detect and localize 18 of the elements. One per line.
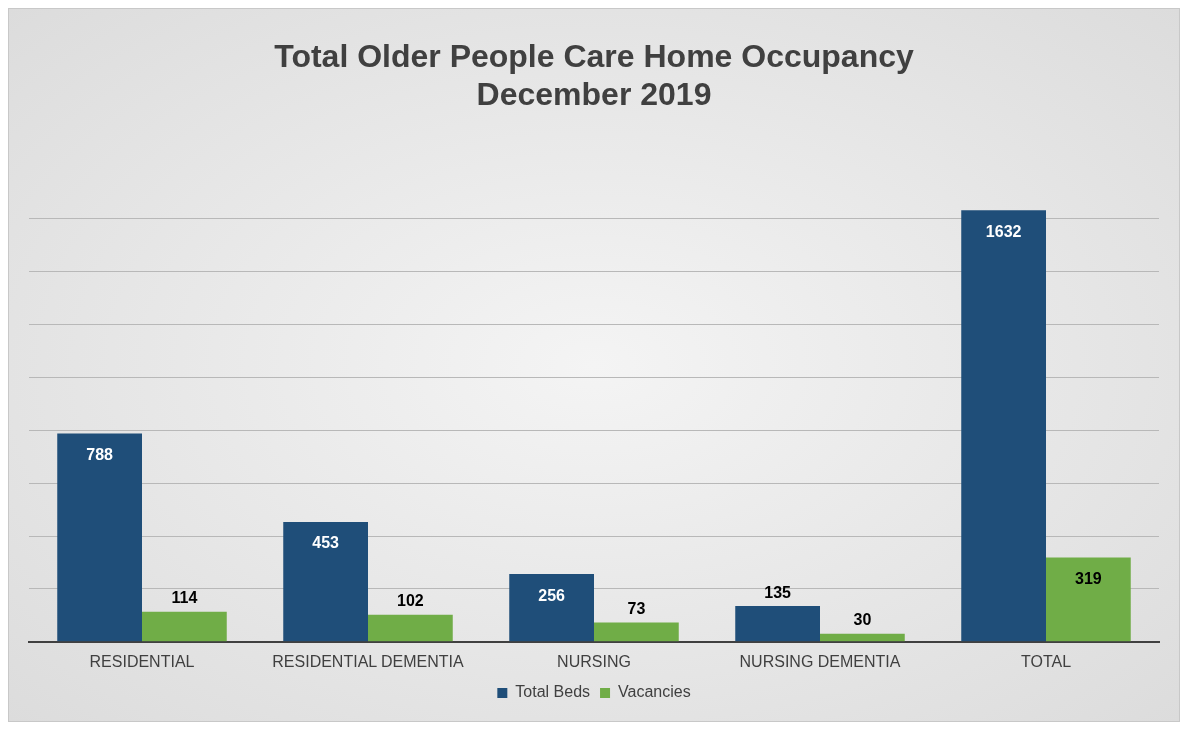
legend-label: Vacancies [618,683,691,701]
data-label: 114 [171,589,198,607]
x-tick-label: RESIDENTIAL DEMENTIA [272,652,465,670]
x-tick-label: NURSING DEMENTIA [739,652,901,670]
data-label: 319 [1075,569,1102,587]
data-label: 256 [538,586,566,604]
x-tick-label: RESIDENTIAL [89,652,195,670]
data-label: 30 [853,611,872,629]
data-label: 73 [627,599,646,617]
data-label: 453 [312,534,340,552]
legend-label: Total Beds [515,683,591,701]
data-label: 1632 [985,222,1022,240]
chart-title: Total Older People Care Home Occupancy December 2019 [274,38,914,113]
data-label: 788 [86,445,114,463]
x-tick-label: TOTAL [1020,652,1072,670]
x-tick-label: NURSING [557,652,631,670]
data-label: 135 [764,583,792,601]
data-label: 102 [397,592,424,610]
